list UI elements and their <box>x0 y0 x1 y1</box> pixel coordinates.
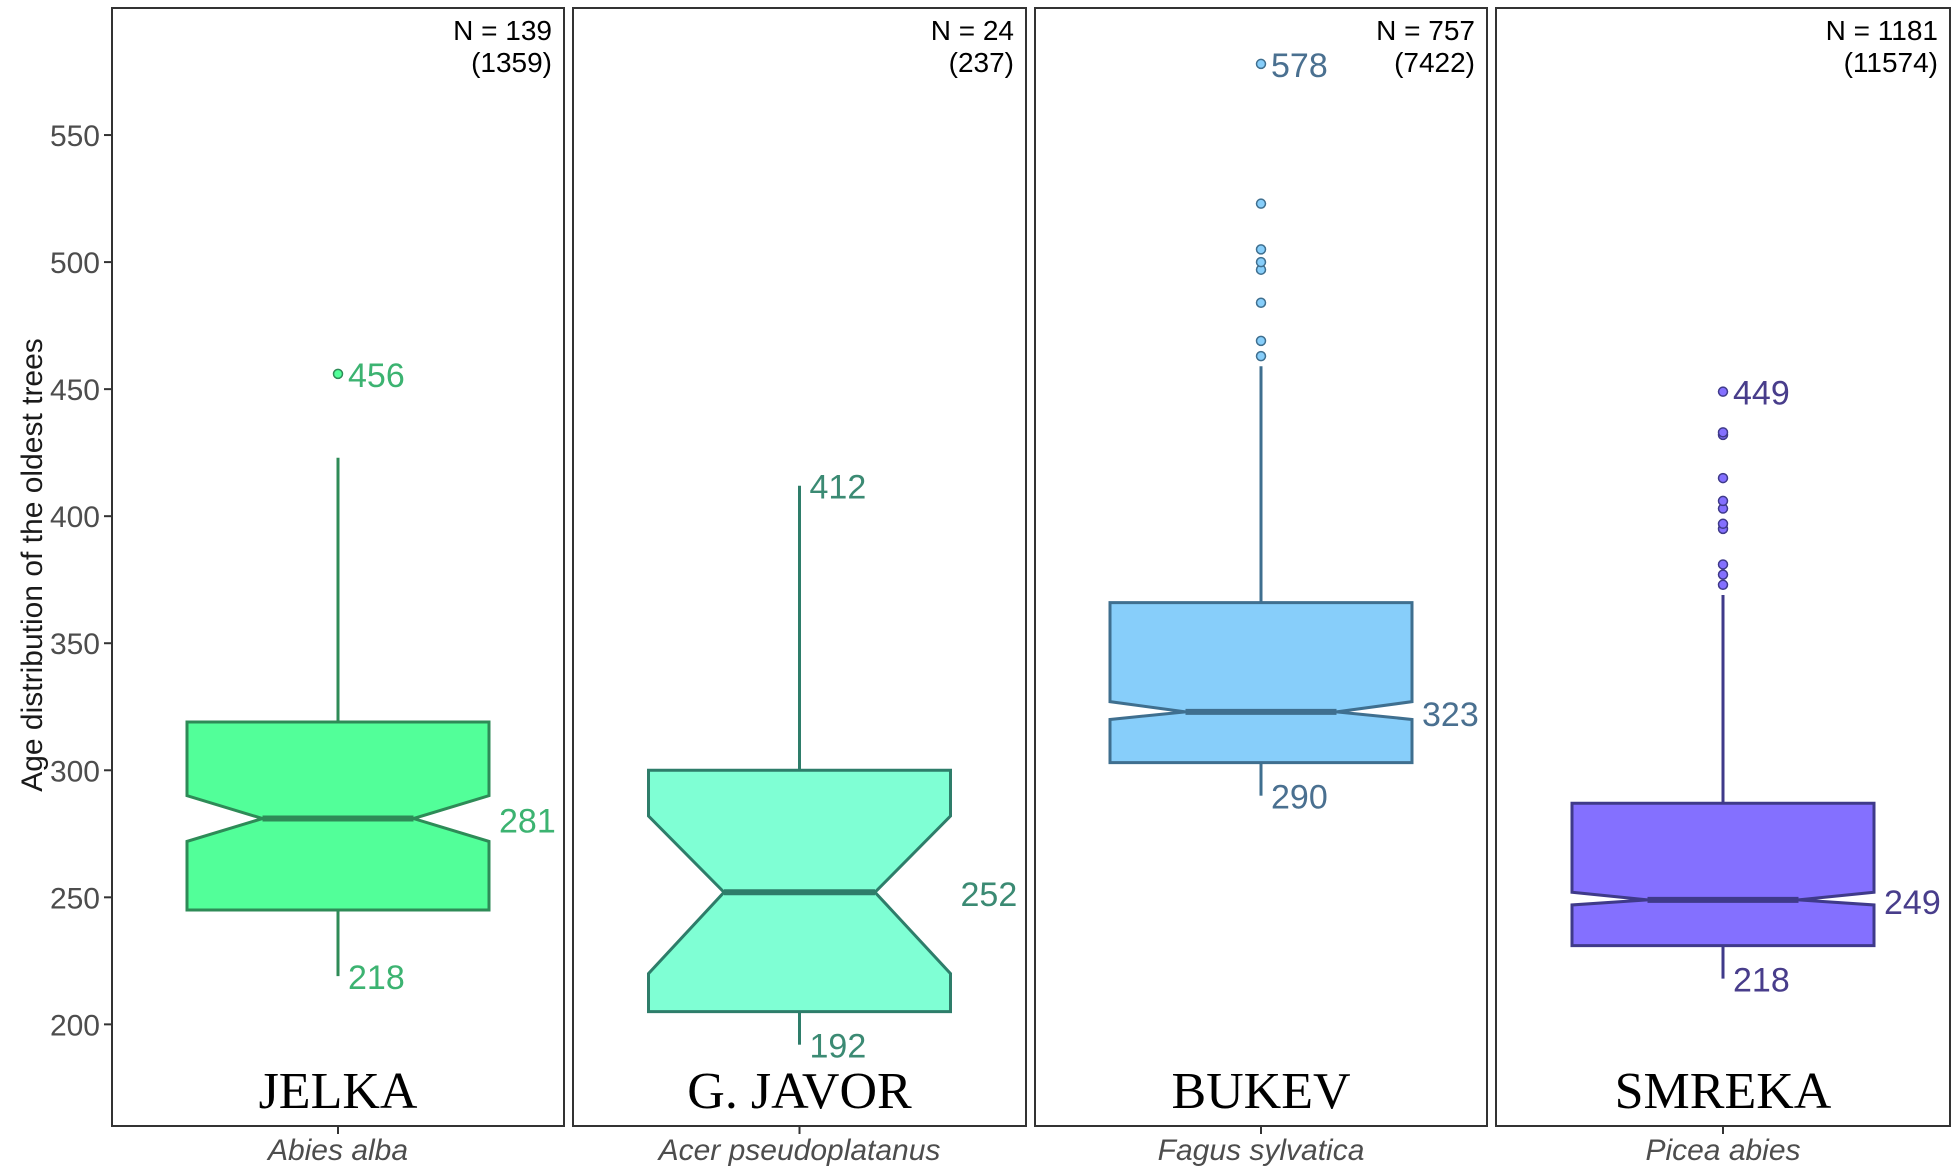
outlier-point <box>1717 569 1729 580</box>
outlier-point <box>332 368 344 380</box>
sample-size-label: N = 1181 <box>1826 15 1938 46</box>
outlier-point <box>1717 472 1729 484</box>
outlier-point <box>1717 559 1729 570</box>
species-common-name: G. JAVOR <box>687 1063 912 1120</box>
outlier-point <box>1255 256 1267 268</box>
median-value-label: 249 <box>1884 884 1941 922</box>
panel-bukev: 323 290 578 N = 757(7422) BUKEV Fagus sylvati… <box>1034 7 1488 1166</box>
y-tick-label: 250 <box>50 882 100 915</box>
panels: 281 218 456 N = 139(1359) JELKA Abies alba 252… <box>111 7 1951 1166</box>
outlier-point <box>1255 297 1267 308</box>
y-tick-label: 200 <box>50 1009 100 1042</box>
median-value-label: 323 <box>1422 696 1479 734</box>
species-common-name: SMREKA <box>1615 1063 1832 1120</box>
sample-size-total-label: (237) <box>949 47 1014 78</box>
y-axis-title: Age distribution of the oldest trees <box>16 338 49 792</box>
y-tick-label: 550 <box>50 120 100 153</box>
outlier-point <box>1717 518 1729 530</box>
sample-size-label: N = 24 <box>931 15 1014 46</box>
notched-box <box>1108 601 1414 765</box>
median-value-label: 252 <box>961 876 1018 914</box>
outlier-point <box>1255 58 1267 70</box>
species-latin-name: Fagus sylvatica <box>1158 1134 1365 1166</box>
y-tick-label: 400 <box>50 501 100 534</box>
species-latin-name: Acer pseudoplatanus <box>657 1134 941 1166</box>
min-value-label: 218 <box>1733 962 1790 1000</box>
panel-jelka: 281 218 456 N = 139(1359) JELKA Abies alba <box>111 7 565 1166</box>
outlier-point <box>1255 244 1267 255</box>
species-latin-name: Abies alba <box>266 1134 408 1166</box>
y-tick-label: 450 <box>50 374 100 407</box>
outlier-point <box>1717 427 1729 438</box>
y-tick-label: 350 <box>50 628 100 661</box>
max-value-label: 449 <box>1733 375 1790 413</box>
species-common-name: JELKA <box>259 1063 418 1120</box>
min-value-label: 192 <box>810 1028 867 1066</box>
outlier-point <box>1255 198 1267 209</box>
panel-g-javor: 252 192 412 N = 24(237) G. JAVOR Acer pseudop… <box>572 7 1027 1166</box>
outlier-point <box>1717 495 1729 507</box>
notched-box <box>1570 801 1876 948</box>
y-axis: 200 250 300 350 400 450 500 550 <box>50 120 112 1042</box>
sample-size-label: N = 757 <box>1376 15 1475 46</box>
median-value-label: 281 <box>499 803 556 841</box>
species-common-name: BUKEV <box>1171 1063 1350 1120</box>
y-tick-label: 500 <box>50 247 100 280</box>
sample-size-label: N = 139 <box>453 15 552 46</box>
outlier-point <box>1255 335 1267 347</box>
outlier-point <box>1717 579 1729 591</box>
outlier-point <box>1255 350 1267 362</box>
min-value-label: 290 <box>1271 779 1328 817</box>
sample-size-total-label: (7422) <box>1394 47 1475 78</box>
max-value-label: 578 <box>1271 47 1328 85</box>
species-latin-name: Picea abies <box>1645 1134 1800 1166</box>
panel-smreka: 249 218 449 N = 1181(11574) SMREKA Picea abie… <box>1495 7 1951 1166</box>
sample-size-total-label: (11574) <box>1844 47 1938 78</box>
min-value-label: 218 <box>348 959 405 997</box>
outlier-point <box>1717 386 1729 397</box>
max-value-label: 456 <box>348 357 405 395</box>
max-value-label: 412 <box>810 469 867 507</box>
sample-size-total-label: (1359) <box>471 47 552 78</box>
y-tick-label: 300 <box>50 755 100 788</box>
